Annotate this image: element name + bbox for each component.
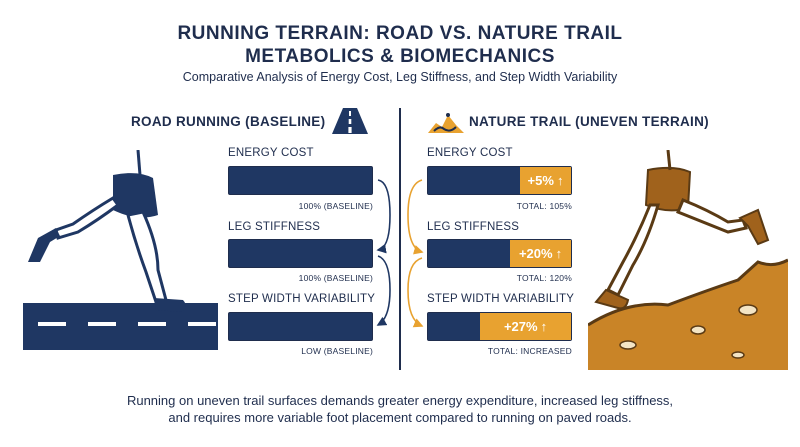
trail-step-base-segment: [428, 313, 480, 340]
trail-energy-label: ENERGY COST: [427, 147, 513, 159]
title-line-1: RUNNING TERRAIN: ROAD VS. NATURE TRAIL: [177, 23, 623, 44]
page-subtitle: Comparative Analysis of Energy Cost, Leg…: [182, 70, 618, 84]
trail-stiffness-delta: +20%: [518, 246, 553, 261]
summary-text: Running on uneven trail surfaces demands…: [0, 392, 800, 426]
summary-line-1: Running on uneven trail surfaces demands…: [126, 393, 674, 408]
arrow-up-icon: ↑: [540, 319, 548, 334]
road-energy-label: ENERGY COST: [228, 147, 314, 159]
arrow-up-icon: ↑: [556, 173, 564, 188]
arrow-up-icon: ↑: [555, 246, 563, 261]
road-stiffness-label: LEG STIFFNESS: [228, 221, 321, 233]
trail-energy-bar: +5% ↑: [427, 166, 572, 195]
trail-icon: [428, 113, 464, 133]
trail-stiffness-bar: +20% ↑: [427, 239, 572, 268]
road-energy-bar: [228, 166, 373, 195]
trail-energy-caption: TOTAL: 105%: [516, 201, 572, 211]
trail-energy-base-segment: [428, 167, 520, 194]
trail-runner-illustration: [588, 150, 788, 370]
center-divider: [399, 108, 401, 370]
road-heading: ROAD RUNNING (BASELINE): [131, 114, 326, 129]
title-line-2: METABOLICS & BIOMECHANICS: [245, 46, 555, 67]
road-runner-illustration: [23, 150, 218, 350]
trail-energy-increase-segment: +5% ↑: [520, 167, 571, 194]
trail-step-bar: +27% ↑: [427, 312, 572, 341]
trail-terrain: [588, 260, 788, 370]
trail-step-caption: TOTAL: INCREASED: [487, 346, 572, 356]
road-step-bar: [228, 312, 373, 341]
road-step-caption: LOW (BASELINE): [301, 346, 373, 356]
trail-stiffness-base-segment: [428, 240, 510, 267]
trail-stiffness-increase-segment: +20% ↑: [510, 240, 571, 267]
road-stiffness-caption: 100% (BASELINE): [298, 273, 373, 283]
summary-line-2: and requires more variable foot placemen…: [168, 410, 632, 425]
page-title: RUNNING TERRAIN: ROAD VS. NATURE TRAIL M…: [0, 22, 800, 68]
road-step-label: STEP WIDTH VARIABILITY: [228, 293, 376, 305]
comparison-arrows: [376, 179, 424, 328]
trail-step-delta: +27%: [503, 319, 538, 334]
road-icon: [332, 108, 368, 134]
trail-stiffness-caption: TOTAL: 120%: [516, 273, 572, 283]
trail-step-label: STEP WIDTH VARIABILITY: [427, 293, 575, 305]
trail-stiffness-label: LEG STIFFNESS: [427, 221, 520, 233]
trail-step-increase-segment: +27% ↑: [480, 313, 571, 340]
road-energy-caption: 100% (BASELINE): [298, 201, 373, 211]
trail-heading: NATURE TRAIL (UNEVEN TERRAIN): [469, 114, 709, 129]
road-stiffness-bar: [228, 239, 373, 268]
trail-energy-delta: +5%: [527, 173, 554, 188]
